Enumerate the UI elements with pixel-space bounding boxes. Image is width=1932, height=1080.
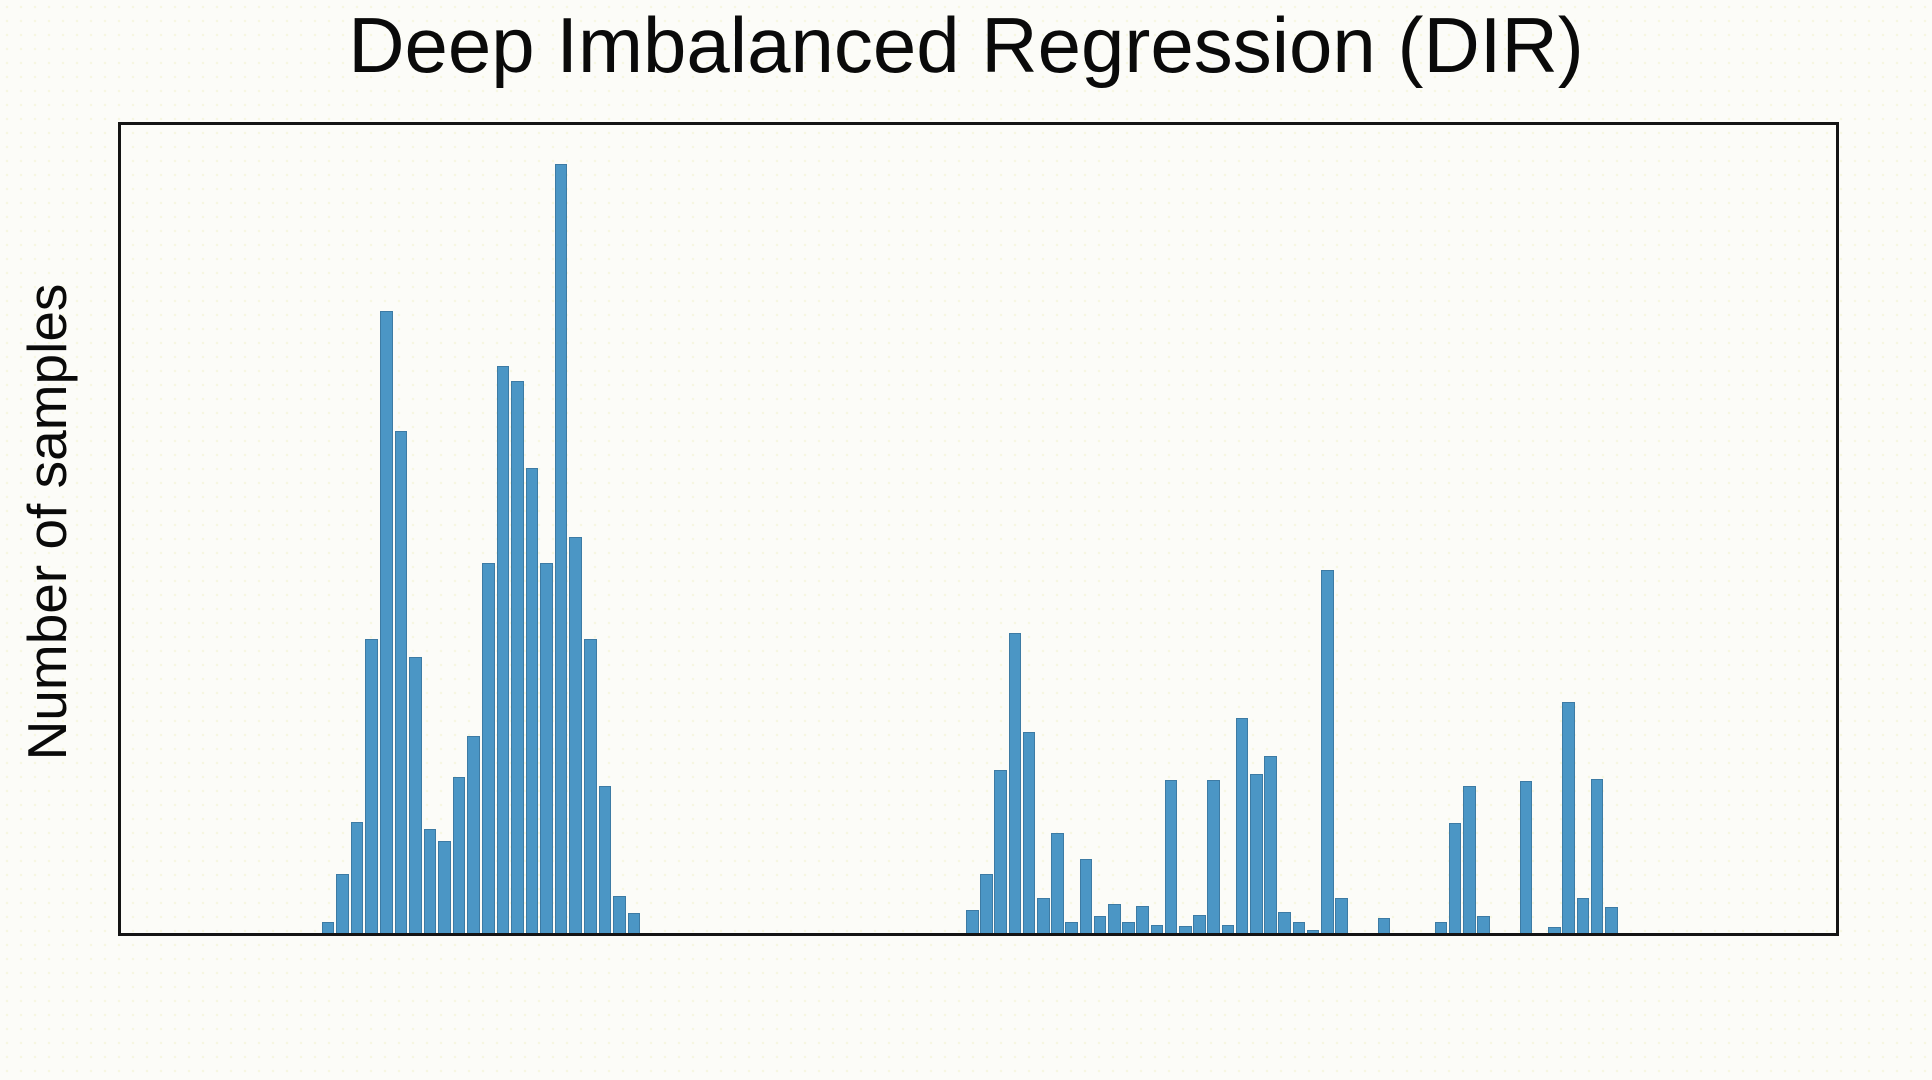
histogram-bar [994, 770, 1008, 933]
histogram-bar [496, 366, 510, 933]
histogram-bar [1519, 781, 1533, 933]
histogram-bar [1448, 823, 1462, 933]
histogram-bars-container [121, 125, 1836, 933]
histogram-bar [511, 381, 524, 933]
chart-title: Deep Imbalanced Regression (DIR) [348, 1, 1584, 89]
histogram-bar [1548, 927, 1561, 933]
histogram-bar [1093, 916, 1107, 933]
histogram-bar [980, 874, 993, 933]
histogram-bar [423, 829, 437, 933]
histogram-bar [966, 910, 979, 933]
histogram-bar [613, 896, 626, 933]
histogram-bar [1434, 922, 1448, 933]
histogram-bar [1207, 780, 1221, 933]
histogram-bar [365, 639, 379, 933]
histogram-bar [1065, 922, 1079, 933]
histogram-bar [380, 311, 393, 933]
histogram-bar [350, 822, 364, 933]
histogram-bar [584, 639, 597, 933]
histogram-bar [1306, 930, 1320, 933]
histogram-bar [1576, 898, 1590, 933]
histogram-bar [1179, 926, 1192, 933]
histogram-bar [1590, 779, 1604, 933]
histogram-bar [438, 841, 451, 933]
histogram-bar [1463, 786, 1476, 933]
histogram-bar [1008, 633, 1022, 933]
histogram-bar [452, 777, 466, 933]
histogram-bar [1193, 915, 1206, 933]
histogram-bar [1562, 702, 1576, 933]
histogram-bar [1335, 898, 1348, 933]
histogram-bar [467, 736, 481, 933]
histogram-bar [1477, 916, 1490, 933]
histogram-bar [1164, 780, 1178, 933]
histogram-bar [598, 786, 612, 933]
histogram-bar [321, 922, 335, 933]
histogram-bar [1079, 859, 1093, 933]
y-axis-label: Number of samples [16, 283, 78, 761]
histogram-bar [1122, 922, 1135, 933]
plot-area [118, 122, 1839, 936]
histogram-bar [336, 874, 349, 933]
histogram-bar [1150, 925, 1164, 933]
histogram-bar [569, 537, 583, 933]
histogram-bar [1037, 898, 1050, 933]
histogram-bar [1250, 774, 1263, 933]
histogram-bar [1605, 907, 1618, 933]
histogram-bar [554, 164, 568, 933]
histogram-bar [540, 563, 553, 933]
histogram-bar [1108, 904, 1121, 933]
histogram-bar [1235, 718, 1249, 933]
histogram-bar [1051, 833, 1064, 933]
histogram-bar [1278, 912, 1292, 933]
histogram-bar [1136, 906, 1150, 933]
histogram-bar [627, 913, 641, 933]
histogram-bar [1321, 570, 1334, 933]
histogram-bar [1264, 756, 1277, 933]
histogram-bar [1022, 732, 1036, 933]
histogram-bar [394, 431, 408, 933]
histogram-bar [1221, 925, 1235, 933]
histogram-bar [1292, 922, 1306, 933]
histogram-bar [409, 657, 422, 933]
histogram-bar [482, 563, 495, 933]
histogram-bar [525, 468, 539, 933]
histogram-bar [1377, 918, 1391, 933]
